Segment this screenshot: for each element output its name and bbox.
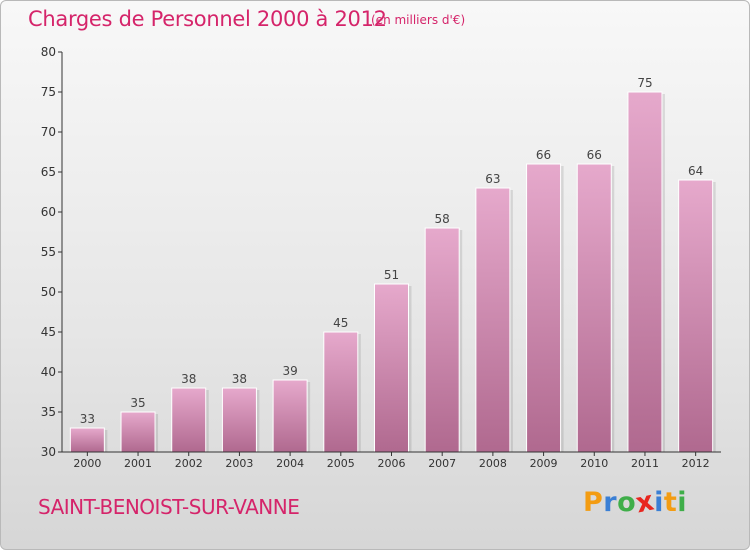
bar-value-label: 75	[637, 76, 652, 90]
bar-value-label: 64	[688, 164, 703, 178]
bar-2007	[424, 227, 460, 453]
logo-letter: o	[617, 487, 637, 518]
bar-value-label: 51	[384, 268, 399, 282]
labels-layer: 33 2000 35 2001 38 2002 38 2003 39 2004 45 2005 51 20…	[41, 45, 710, 470]
bar-2012	[678, 179, 714, 453]
x-tick-label: 2001	[124, 457, 152, 470]
x-tick-label: 2012	[682, 457, 710, 470]
bar-value-label: 66	[587, 148, 602, 162]
y-tick-label: 80	[41, 45, 56, 59]
x-tick-label: 2010	[580, 457, 608, 470]
logo-letter: i	[677, 487, 688, 518]
chart-title: Charges de Personnel 2000 à 2012	[28, 7, 387, 31]
bar-value-label: 45	[333, 316, 348, 330]
bar-2009	[526, 163, 562, 453]
commune-name: SAINT-BENOIST-SUR-VANNE	[38, 495, 300, 519]
logo-letter: P	[583, 487, 604, 518]
bar-value-label: 66	[536, 148, 551, 162]
y-tick-label: 30	[41, 445, 56, 459]
y-tick-label: 65	[41, 165, 56, 179]
x-tick-label: 2008	[479, 457, 507, 470]
bar-2001	[120, 411, 156, 453]
y-tick-label: 45	[41, 325, 56, 339]
bars-layer	[69, 91, 716, 453]
bar-value-label: 33	[80, 412, 95, 426]
y-tick-label: 70	[41, 125, 56, 139]
bar-value-label: 58	[435, 212, 450, 226]
bar-2003	[221, 387, 257, 453]
x-tick-label: 2007	[428, 457, 456, 470]
bar-2004	[272, 379, 308, 453]
x-tick-label: 2006	[378, 457, 406, 470]
x-tick-label: 2002	[175, 457, 203, 470]
y-tick-label: 50	[41, 285, 56, 299]
axes-layer	[58, 51, 721, 456]
logo-letter: r	[603, 487, 618, 518]
y-tick-label: 60	[41, 205, 56, 219]
bar-2006	[374, 283, 409, 453]
x-tick-label: 2005	[327, 457, 355, 470]
x-tick-label: 2004	[276, 457, 304, 470]
bar-value-label: 38	[181, 372, 196, 386]
bar-2008	[475, 187, 511, 453]
x-tick-label: 2003	[225, 457, 253, 470]
proxiti-logo: Proxiti	[583, 485, 688, 519]
bar-value-label: 63	[485, 172, 500, 186]
bar-value-label: 39	[282, 364, 297, 378]
x-tick-label: 2009	[530, 457, 558, 470]
bar-2005	[323, 331, 359, 453]
y-tick-label: 40	[41, 365, 56, 379]
x-tick-label: 2011	[631, 457, 659, 470]
bar-2010	[576, 163, 612, 453]
logo-letter: i	[654, 487, 664, 518]
x-tick-label: 2000	[73, 457, 101, 470]
logo-letter: t	[663, 487, 678, 518]
bar-value-label: 35	[130, 396, 145, 410]
y-tick-label: 75	[41, 85, 56, 99]
y-tick-label: 35	[41, 405, 56, 419]
bar-2000	[69, 427, 105, 453]
bar-value-label: 38	[232, 372, 247, 386]
chart-subtitle: (en milliers d'€)	[371, 13, 466, 27]
y-tick-label: 55	[41, 245, 56, 259]
bar-2011	[627, 91, 663, 453]
bar-2002	[171, 387, 207, 453]
